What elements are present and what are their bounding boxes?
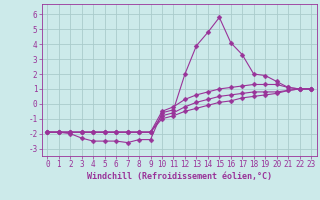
X-axis label: Windchill (Refroidissement éolien,°C): Windchill (Refroidissement éolien,°C) [87,172,272,181]
